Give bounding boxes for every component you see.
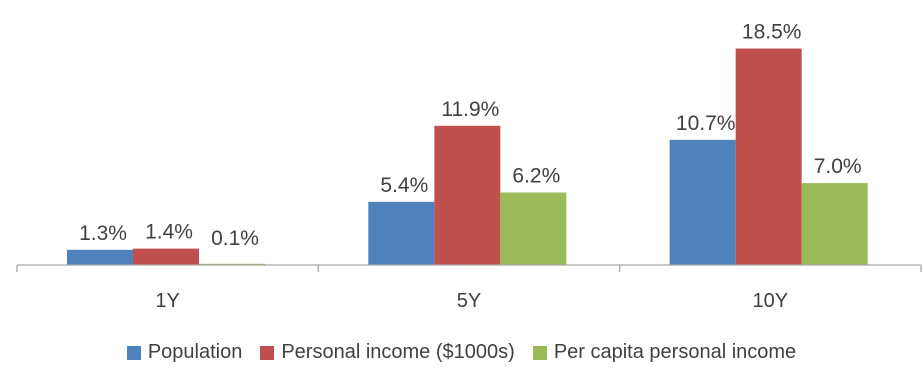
bar-10y-series-0 xyxy=(669,139,736,265)
legend-swatch-1 xyxy=(260,345,275,360)
data-label-1y-series-2: 0.1% xyxy=(211,227,259,250)
bar-5y-series-1 xyxy=(434,125,501,266)
legend-label-2: Per capita personal income xyxy=(553,341,797,363)
data-label-5y-series-1: 11.9% xyxy=(441,98,499,121)
data-label-10y-series-2: 7.0% xyxy=(814,155,862,178)
data-label-1y-series-0: 1.3% xyxy=(79,222,127,245)
bar-1y-series-0 xyxy=(67,249,133,265)
bar-5y-series-2 xyxy=(500,192,567,265)
legend-label-0: Population xyxy=(147,341,243,363)
x-tick-label-10y: 10Y xyxy=(753,290,789,312)
legend-item-1: Personal income ($1000s) xyxy=(260,341,515,364)
bar-5y-series-0 xyxy=(368,201,435,265)
x-tick-label-5y: 5Y xyxy=(457,290,481,312)
bar-10y-series-2 xyxy=(801,183,868,265)
data-label-10y-series-0: 10.7% xyxy=(676,112,736,135)
x-tick-label-1y: 1Y xyxy=(155,290,179,312)
bar-chart: 1.3% 1.4% 0.1% 5.4% 11.9% 6.2% 10.7% 18.5% 7.0% 1… xyxy=(16,21,922,312)
legend-item-2: Per capita personal income xyxy=(532,341,797,364)
data-label-5y-series-0: 5.4% xyxy=(380,174,428,197)
bar-10y-series-1 xyxy=(735,48,802,265)
data-label-5y-series-2: 6.2% xyxy=(512,164,560,187)
legend-item-0: Population xyxy=(126,341,243,364)
legend-swatch-0 xyxy=(126,345,141,360)
data-label-1y-series-1: 1.4% xyxy=(145,221,193,244)
legend-label-1: Personal income ($1000s) xyxy=(281,341,515,363)
chart-legend: Population Personal income ($1000s) Per ca… xyxy=(0,341,923,364)
data-label-10y-series-1: 18.5% xyxy=(742,21,802,44)
bar-1y-series-1 xyxy=(133,248,199,265)
legend-swatch-2 xyxy=(532,345,547,360)
